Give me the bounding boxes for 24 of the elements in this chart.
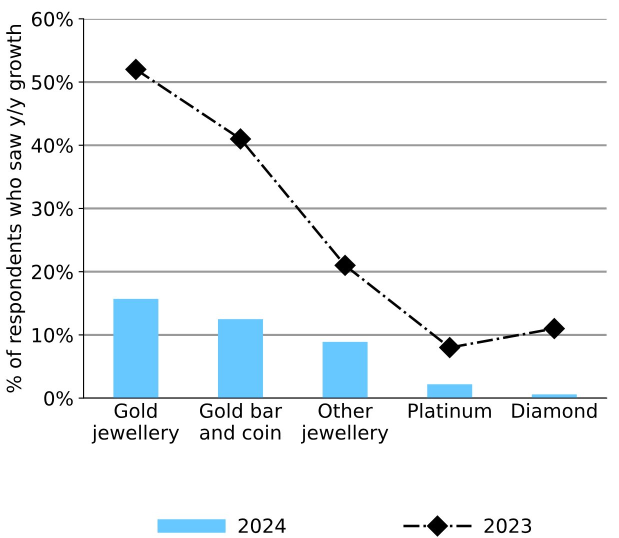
x-tick-label: Gold jewellery xyxy=(92,402,180,444)
bar xyxy=(322,342,368,398)
legend-label: 2024 xyxy=(238,518,286,534)
point xyxy=(334,254,356,276)
y-tick-label: 20% xyxy=(32,264,73,280)
legend-label: 2023 xyxy=(484,518,532,534)
y-tick-label: 40% xyxy=(32,138,73,153)
x-tick-label: Gold bar and coin xyxy=(200,402,282,440)
point xyxy=(125,58,146,80)
x-tick-label: Diamond xyxy=(512,402,596,418)
point xyxy=(544,318,565,340)
bar xyxy=(218,319,263,398)
y-tick-label: 60% xyxy=(32,12,73,26)
x-tick-label: Platinum xyxy=(408,402,491,418)
y-tick-label: 30% xyxy=(32,201,73,216)
y-axis-title: % of respondents who saw y/y growth xyxy=(6,25,26,392)
x-tick-label: Other jewellery xyxy=(300,402,388,444)
point xyxy=(439,337,460,358)
point xyxy=(230,128,251,150)
y-tick-label: 10% xyxy=(32,328,73,343)
bar xyxy=(427,384,472,398)
y-tick-label: 50% xyxy=(32,75,73,90)
y-tick-label: 0% xyxy=(44,391,73,406)
bar xyxy=(113,298,158,398)
